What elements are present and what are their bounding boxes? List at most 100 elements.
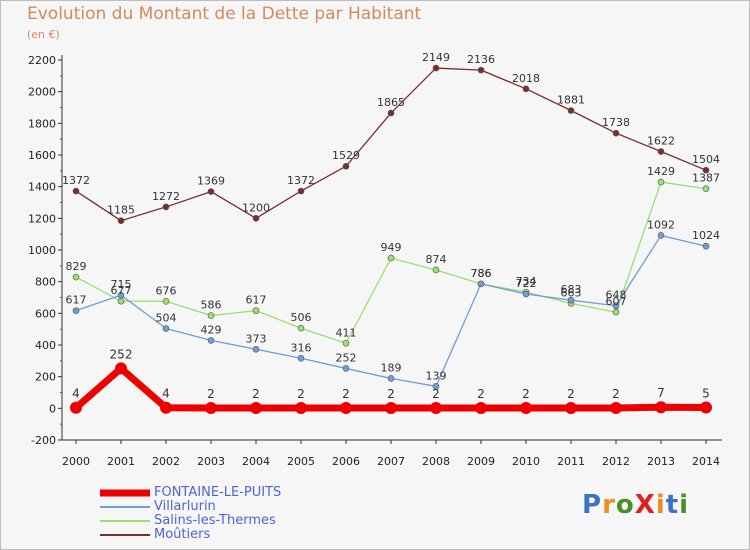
data-label: 2018: [512, 72, 540, 85]
y-tick-label: 2000: [28, 86, 56, 99]
data-label: 1387: [692, 172, 720, 185]
data-label: 829: [66, 260, 87, 273]
data-point: [117, 297, 125, 305]
data-label: 1622: [647, 135, 675, 148]
legend-item: FONTAINE-LE-PUITS: [100, 485, 360, 500]
legend-label: FONTAINE-LE-PUITS: [154, 485, 282, 500]
data-label: 1429: [647, 165, 675, 178]
y-tick-label: 1000: [28, 244, 56, 257]
data-point: [567, 296, 575, 304]
data-point: [72, 307, 80, 314]
data-label: 1865: [377, 96, 405, 109]
legend-swatch: [100, 489, 150, 497]
data-point: [342, 339, 350, 347]
data-point: [297, 354, 305, 362]
y-tick-label: 1600: [28, 149, 56, 162]
data-label: 189: [381, 361, 402, 374]
data-point: [72, 187, 80, 195]
data-label: 1369: [197, 175, 225, 188]
legend-item: Salins-les-Thermes: [100, 513, 360, 528]
data-label: 429: [201, 323, 222, 336]
y-tick-label: 1200: [28, 212, 56, 225]
data-label: 139: [426, 369, 447, 382]
data-label: 1092: [647, 218, 675, 231]
data-point: [207, 337, 215, 344]
data-label: 2: [567, 387, 575, 401]
data-label: 2: [612, 387, 620, 401]
data-label: 722: [516, 277, 537, 290]
legend-label: Salins-les-Thermes: [154, 513, 276, 528]
y-tick-label: 1800: [28, 117, 56, 130]
legend-swatch: [100, 520, 150, 522]
y-tick-label: 1400: [28, 181, 56, 194]
legend-label: Moûtiers: [154, 527, 211, 542]
data-point: [657, 178, 665, 186]
data-point: [115, 362, 127, 375]
data-label: 617: [246, 294, 267, 307]
line-chart: -200 0 200 400 600 800 1000 1200 1400 1600 1800 200…: [28, 51, 722, 468]
x-tick-label: 2009: [467, 455, 495, 468]
data-label: 252: [336, 351, 357, 364]
data-label: 506: [291, 311, 312, 324]
logo-letter: X: [634, 490, 656, 520]
data-label: 1024: [692, 229, 720, 242]
data-label: 1504: [692, 153, 720, 166]
data-label: 411: [336, 326, 357, 339]
data-label: 2136: [467, 53, 495, 66]
data-label: 5: [702, 387, 710, 401]
data-point: [702, 185, 710, 193]
x-tick-label: 2007: [377, 455, 405, 468]
data-label: 7: [657, 386, 665, 400]
data-point: [252, 345, 260, 353]
data-point: [432, 266, 440, 274]
data-label: 2: [342, 387, 350, 401]
data-point: [297, 324, 305, 332]
y-tick-label: -200: [31, 434, 56, 447]
data-label: 786: [471, 267, 492, 280]
data-point: [72, 273, 80, 281]
data-point: [162, 297, 170, 305]
x-tick-label: 2001: [107, 455, 135, 468]
data-label: 648: [606, 289, 627, 302]
logo-letter: i: [679, 490, 690, 520]
data-label: 2149: [422, 51, 450, 64]
data-label: 2: [432, 387, 440, 401]
data-label: 4: [72, 387, 80, 401]
data-label: 617: [66, 294, 87, 307]
data-label: 2: [297, 387, 305, 401]
data-label: 715: [111, 278, 132, 291]
y-tick-label: 400: [35, 339, 56, 352]
logo-letter: P: [582, 490, 603, 520]
data-point: [522, 85, 530, 93]
data-label: 1529: [332, 149, 360, 162]
legend-swatch: [100, 534, 150, 536]
data-point: [432, 64, 440, 72]
y-tick-label: 800: [35, 276, 56, 289]
data-point: [655, 401, 667, 414]
y-tick-label: 2200: [28, 54, 56, 67]
x-tick-label: 2013: [647, 455, 675, 468]
legend-swatch: [100, 506, 150, 508]
x-tick-label: 2014: [692, 455, 720, 468]
data-point: [387, 254, 395, 262]
data-point: [702, 166, 710, 174]
data-label: 316: [291, 341, 312, 354]
data-label: 1185: [107, 204, 135, 217]
y-tick-label: 0: [49, 402, 56, 415]
data-point: [162, 325, 170, 332]
data-label: 2: [477, 387, 485, 401]
data-point: [430, 402, 442, 415]
data-label: 1372: [287, 174, 315, 187]
data-point: [475, 402, 487, 415]
legend: FONTAINE-LE-PUITS Villarlurin Salins-les-T…: [100, 485, 360, 542]
data-point: [657, 148, 665, 155]
data-point: [702, 242, 710, 250]
logo-letter: o: [615, 490, 635, 520]
data-point: [250, 402, 262, 415]
data-point: [387, 375, 395, 382]
data-point: [162, 203, 170, 211]
data-point: [432, 383, 440, 390]
x-tick-label: 2005: [287, 455, 315, 468]
data-label: 676: [156, 284, 177, 297]
